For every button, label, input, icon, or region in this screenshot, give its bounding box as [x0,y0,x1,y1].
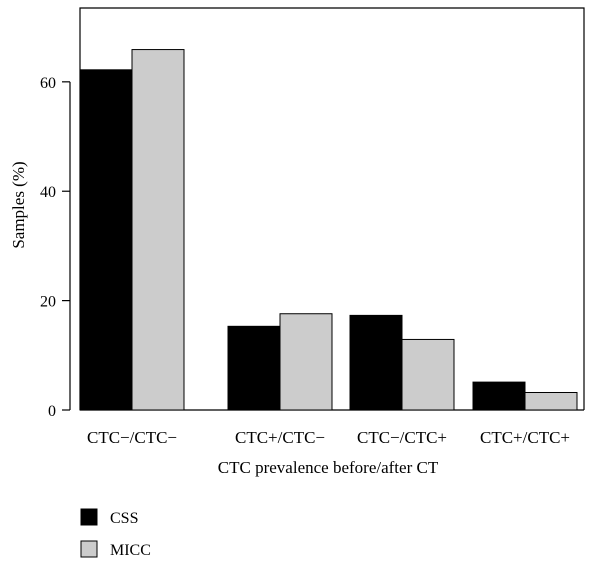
x-category-label-1: CTC−/CTC− [87,428,177,447]
x-category-label-4: CTC+/CTC+ [480,428,570,447]
y-tick-label: 0 [48,403,56,420]
y-tick-label: 60 [40,75,56,92]
bar-css-2 [227,325,281,411]
bar-micc-3 [401,338,455,411]
legend-label-css: CSS [110,510,138,527]
bar-micc-4 [524,391,578,411]
legend-swatch-micc [80,540,98,558]
x-category-label-3: CTC−/CTC+ [357,428,447,447]
bar-micc-1 [131,49,185,411]
bar-micc-2 [279,313,333,411]
y-tick-label: 20 [40,294,56,311]
y-tick-label: 40 [40,184,56,201]
x-category-label-2: CTC+/CTC− [235,428,325,447]
legend-swatch-css [80,508,98,526]
bar-css-3 [349,314,403,411]
legend-label-micc: MICC [110,542,151,559]
y-axis-title: Samples (%) [9,161,28,248]
bar-css-1 [79,69,133,411]
x-axis-title: CTC prevalence before/after CT [218,458,439,477]
bar-css-4 [472,381,526,411]
